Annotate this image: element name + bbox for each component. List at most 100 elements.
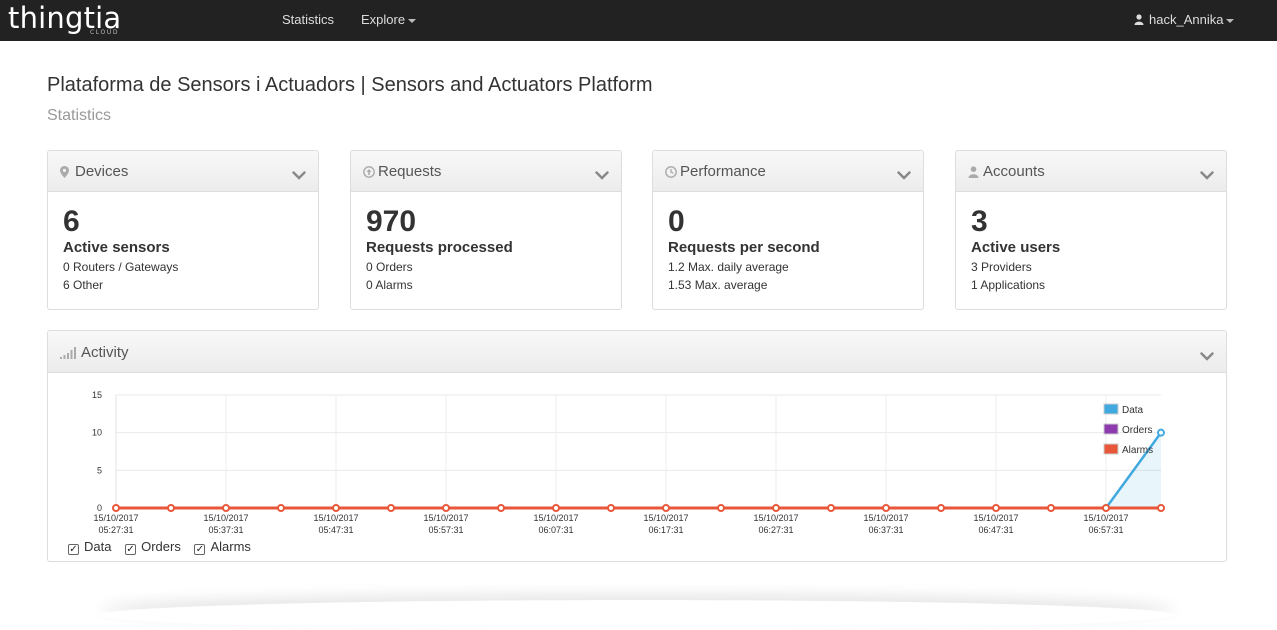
- performance-label: Requests per second: [668, 239, 820, 256]
- signal-bars-icon: [60, 346, 77, 364]
- toggle-alarms[interactable]: ✓ Alarms: [194, 539, 251, 555]
- nav-statistics-label: Statistics: [282, 12, 335, 27]
- x-tick-label: 06:17:31: [648, 525, 683, 535]
- user-icon: [1134, 13, 1144, 29]
- x-tick-label: 06:37:31: [868, 525, 903, 535]
- alarm-point: [772, 504, 780, 512]
- x-tick-label: 15/10/2017: [1083, 513, 1128, 523]
- accounts-count: 3: [971, 205, 988, 238]
- alarm-point: [112, 504, 120, 512]
- chevron-down-icon[interactable]: [1200, 348, 1214, 366]
- alarm-point: [827, 504, 835, 512]
- y-tick-label: 0: [97, 503, 102, 513]
- activity-chart: 15105015/10/201705:27:3115/10/201705:37:…: [92, 390, 1165, 535]
- checkbox-checked-icon: ✓: [125, 544, 137, 555]
- requests-panel-title: Requests: [378, 163, 442, 180]
- legend-label: Alarms: [1122, 445, 1153, 456]
- x-tick-label: 15/10/2017: [753, 513, 798, 523]
- x-tick-label: 05:37:31: [208, 525, 243, 535]
- x-tick-label: 06:57:31: [1088, 525, 1123, 535]
- devices-panel: Devices 6 Active sensors 0 Routers / Gat…: [47, 150, 319, 310]
- user-menu-dropdown[interactable]: hack_Annika: [1134, 12, 1235, 29]
- legend-label: Orders: [1122, 425, 1153, 436]
- requests-count: 970: [366, 205, 417, 238]
- alarm-point: [497, 504, 505, 512]
- brand-logo[interactable]: thingtia: [8, 1, 122, 35]
- accounts-panel-header[interactable]: Accounts: [956, 151, 1226, 192]
- activity-panel-header[interactable]: Activity: [48, 331, 1226, 373]
- x-tick-label: 05:27:31: [98, 525, 133, 535]
- user-name: hack_Annika: [1149, 12, 1224, 27]
- x-tick-label: 15/10/2017: [423, 513, 468, 523]
- legend-swatch: [1103, 423, 1119, 435]
- x-tick-label: 15/10/2017: [93, 513, 138, 523]
- x-tick-label: 05:47:31: [318, 525, 353, 535]
- legend-swatch: [1103, 403, 1119, 415]
- requests-panel-header[interactable]: Requests: [351, 151, 621, 192]
- requests-label: Requests processed: [366, 239, 513, 256]
- alarm-point: [277, 504, 285, 512]
- nav-explore-label: Explore: [361, 12, 406, 27]
- chevron-down-icon: [1226, 18, 1235, 23]
- x-tick-label: 15/10/2017: [863, 513, 908, 523]
- accounts-panel-title: Accounts: [983, 163, 1045, 180]
- alarm-point: [442, 504, 450, 512]
- data-point: [1157, 428, 1165, 437]
- nav-statistics-link[interactable]: Statistics: [282, 12, 334, 28]
- requests-sub1: 0 Orders: [366, 260, 413, 274]
- toggle-alarms-label: Alarms: [210, 539, 251, 554]
- legend-swatch: [1103, 443, 1119, 455]
- activity-panel: Activity 15 10 5 0 15/10/2017 05:27:31 15/10/2…: [47, 330, 1227, 562]
- devices-label: Active sensors: [63, 239, 170, 256]
- alarm-point: [882, 504, 890, 512]
- alarm-point: [552, 504, 560, 512]
- chevron-down-icon[interactable]: [1200, 167, 1214, 185]
- x-tick-label: 06:07:31: [538, 525, 573, 535]
- accounts-sub2: 1 Applications: [971, 278, 1046, 292]
- accounts-panel: Accounts 3 Active users 3 Providers 1 Ap…: [955, 150, 1227, 310]
- alarm-point: [937, 504, 945, 512]
- y-tick-label: 10: [92, 428, 102, 438]
- alarm-point: [717, 504, 725, 512]
- x-tick-label: 06:27:31: [758, 525, 793, 535]
- performance-sub2: 1.53 Max. average: [668, 278, 768, 292]
- performance-panel-title: Performance: [680, 163, 766, 180]
- clock-icon: [665, 165, 677, 183]
- x-tick-label: 15/10/2017: [203, 513, 248, 523]
- toggle-orders-label: Orders: [141, 539, 181, 554]
- devices-panel-title: Devices: [75, 163, 129, 180]
- toggle-data[interactable]: ✓ Data: [68, 539, 111, 555]
- alarm-point: [222, 504, 230, 512]
- page-subtitle: Statistics: [47, 107, 112, 124]
- requests-panel: Requests 970 Requests processed 0 Orders…: [350, 150, 622, 310]
- devices-panel-header[interactable]: Devices: [48, 151, 318, 192]
- checkbox-checked-icon: ✓: [68, 544, 79, 555]
- series-toggles: ✓ Data ✓ Orders ✓ Alarms: [68, 539, 261, 555]
- map-marker-icon: [60, 165, 69, 183]
- chevron-down-icon[interactable]: [897, 167, 911, 185]
- x-tick-label: 15/10/2017: [533, 513, 578, 523]
- devices-sub2: 6 Other: [63, 278, 104, 292]
- performance-sub1: 1.2 Max. daily average: [668, 260, 789, 274]
- performance-panel-header[interactable]: Performance: [653, 151, 923, 192]
- toggle-orders[interactable]: ✓ Orders: [125, 539, 181, 555]
- performance-panel: Performance 0 Requests per second 1.2 Ma…: [652, 150, 924, 310]
- alarm-point: [1102, 504, 1110, 512]
- checkbox-checked-icon: ✓: [194, 544, 206, 555]
- chevron-down-icon: [408, 18, 417, 23]
- accounts-label: Active users: [971, 239, 1061, 256]
- alarm-point: [387, 504, 395, 512]
- performance-count: 0: [668, 205, 685, 238]
- brand-subtitle: CLOUD: [90, 29, 120, 36]
- top-navbar: thingtia CLOUD Statistics Explore hack_A…: [0, 0, 1277, 41]
- y-tick-label: 15: [92, 390, 102, 400]
- nav-explore-dropdown[interactable]: Explore: [361, 12, 417, 28]
- x-tick-label: 15/10/2017: [313, 513, 358, 523]
- alarm-point: [607, 504, 615, 512]
- chevron-down-icon[interactable]: [595, 167, 609, 185]
- x-tick-label: 06:47:31: [978, 525, 1013, 535]
- legend-label: Data: [1122, 405, 1144, 416]
- devices-count: 6: [63, 205, 80, 238]
- activity-panel-title: Activity: [81, 344, 129, 361]
- chevron-down-icon[interactable]: [292, 167, 306, 185]
